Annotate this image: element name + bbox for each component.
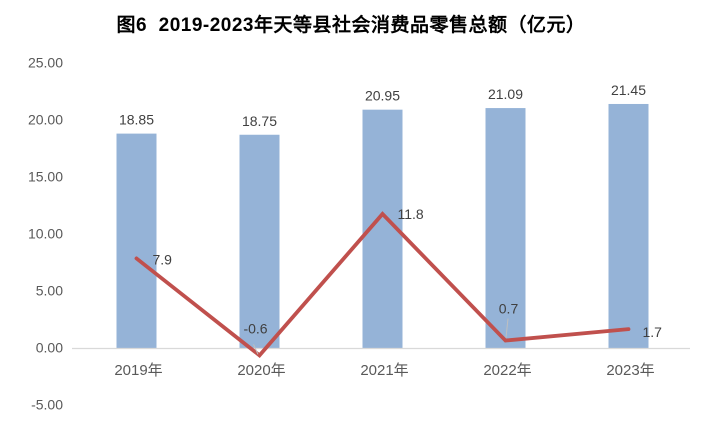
line-value-label: 1.7 [643, 324, 663, 340]
bar-value-label: 21.09 [488, 86, 523, 102]
line-label-leader [505, 318, 509, 338]
bar-value-label: 21.45 [611, 82, 646, 98]
y-axis-tick-label: 10.00 [28, 226, 63, 242]
line-label-leader [253, 344, 259, 355]
line-value-label: 11.8 [398, 206, 424, 222]
line-series [134, 211, 631, 358]
bar-2022年 [485, 108, 526, 349]
x-axis-category-label: 2021年 [360, 362, 408, 379]
y-axis-tick-label: 20.00 [28, 112, 63, 128]
x-axis-category-label: 2020年 [237, 362, 285, 379]
y-axis-tick-label: -5.00 [31, 397, 63, 413]
bar-value-label: 18.75 [242, 113, 277, 129]
y-axis-tick-label: 5.00 [36, 283, 63, 299]
line-value-label: 0.7 [499, 301, 519, 317]
y-axis-tick-label: 25.00 [28, 55, 63, 71]
bar-2020年 [239, 134, 280, 349]
bar-value-label: 18.85 [119, 112, 154, 128]
y-axis-tick-label: 0.00 [36, 340, 63, 356]
x-axis-category-label: 2022年 [483, 362, 531, 379]
bar-value-label: 20.95 [365, 88, 400, 104]
bar-2023年 [608, 103, 649, 349]
y-axis-tick-label: 15.00 [28, 169, 63, 185]
chart-title: 图6 2019-2023年天等县社会消费品零售总额（亿元） [116, 15, 586, 36]
bar-2019年 [116, 133, 157, 349]
x-axis-category-label: 2023年 [606, 362, 654, 379]
line-value-label: -0.6 [243, 320, 267, 336]
line-value-label: 7.9 [153, 251, 173, 267]
x-axis-category-label: 2019年 [114, 362, 162, 379]
